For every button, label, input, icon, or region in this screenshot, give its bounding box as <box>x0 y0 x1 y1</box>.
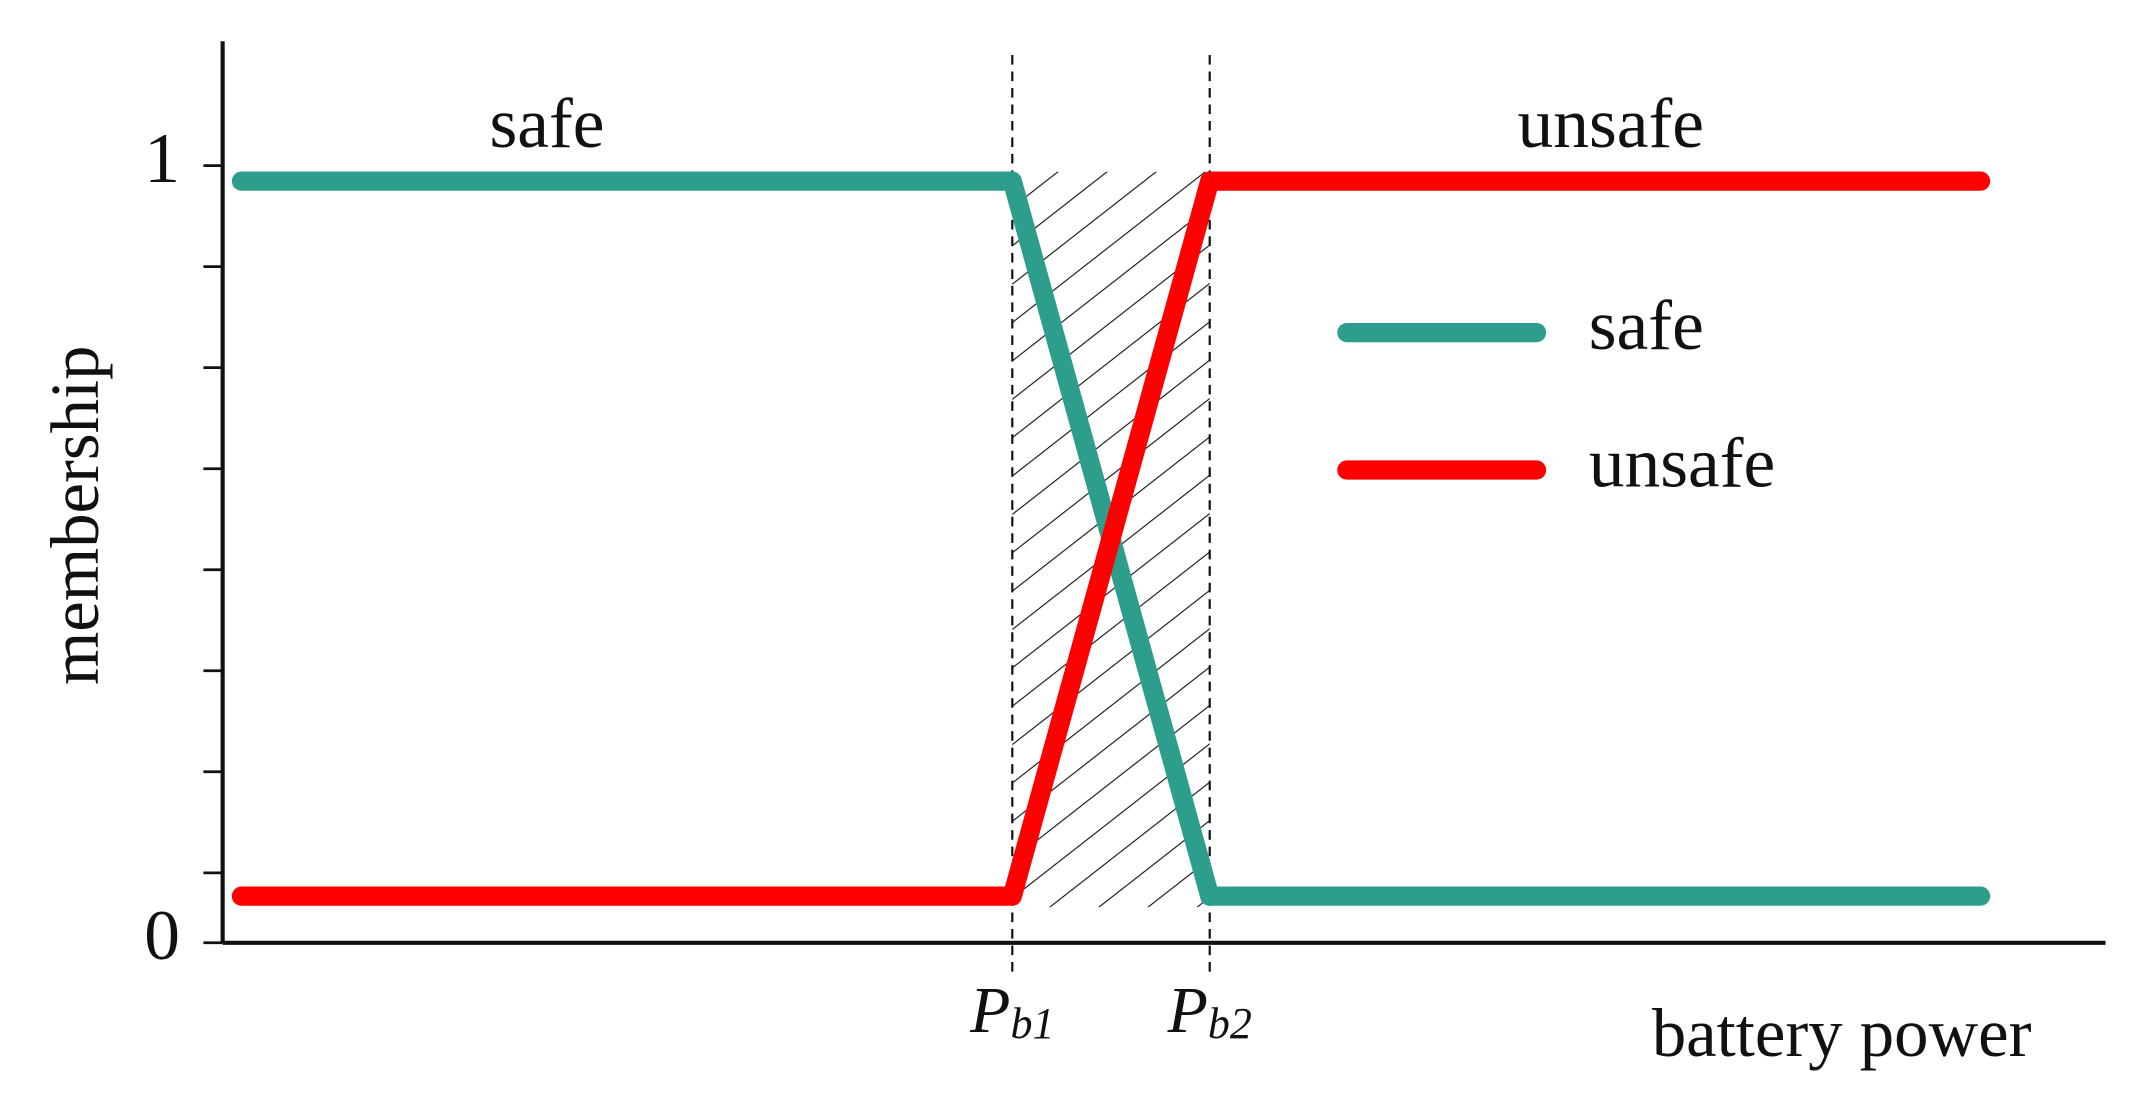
x-tick-label: Pb1 <box>969 974 1054 1048</box>
x-tick-label-main: P <box>969 974 1010 1047</box>
legend-label: safe <box>1589 286 1704 365</box>
series-line <box>231 171 1991 906</box>
x-tick-label-main: P <box>1167 974 1208 1047</box>
x-tick-label: Pb2 <box>1167 974 1252 1048</box>
y-tick-label: 0 <box>144 896 180 975</box>
x-tick-label-sub: b2 <box>1208 999 1252 1048</box>
y-tick-label: 1 <box>144 119 180 198</box>
y-axis-label: membership <box>37 346 113 686</box>
x-axis-label: battery power <box>1652 995 2032 1071</box>
annotation: unsafe <box>1518 84 1704 163</box>
x-tick-label-sub: b1 <box>1010 999 1054 1048</box>
annotation: safe <box>489 84 604 163</box>
legend-label: unsafe <box>1589 423 1775 502</box>
